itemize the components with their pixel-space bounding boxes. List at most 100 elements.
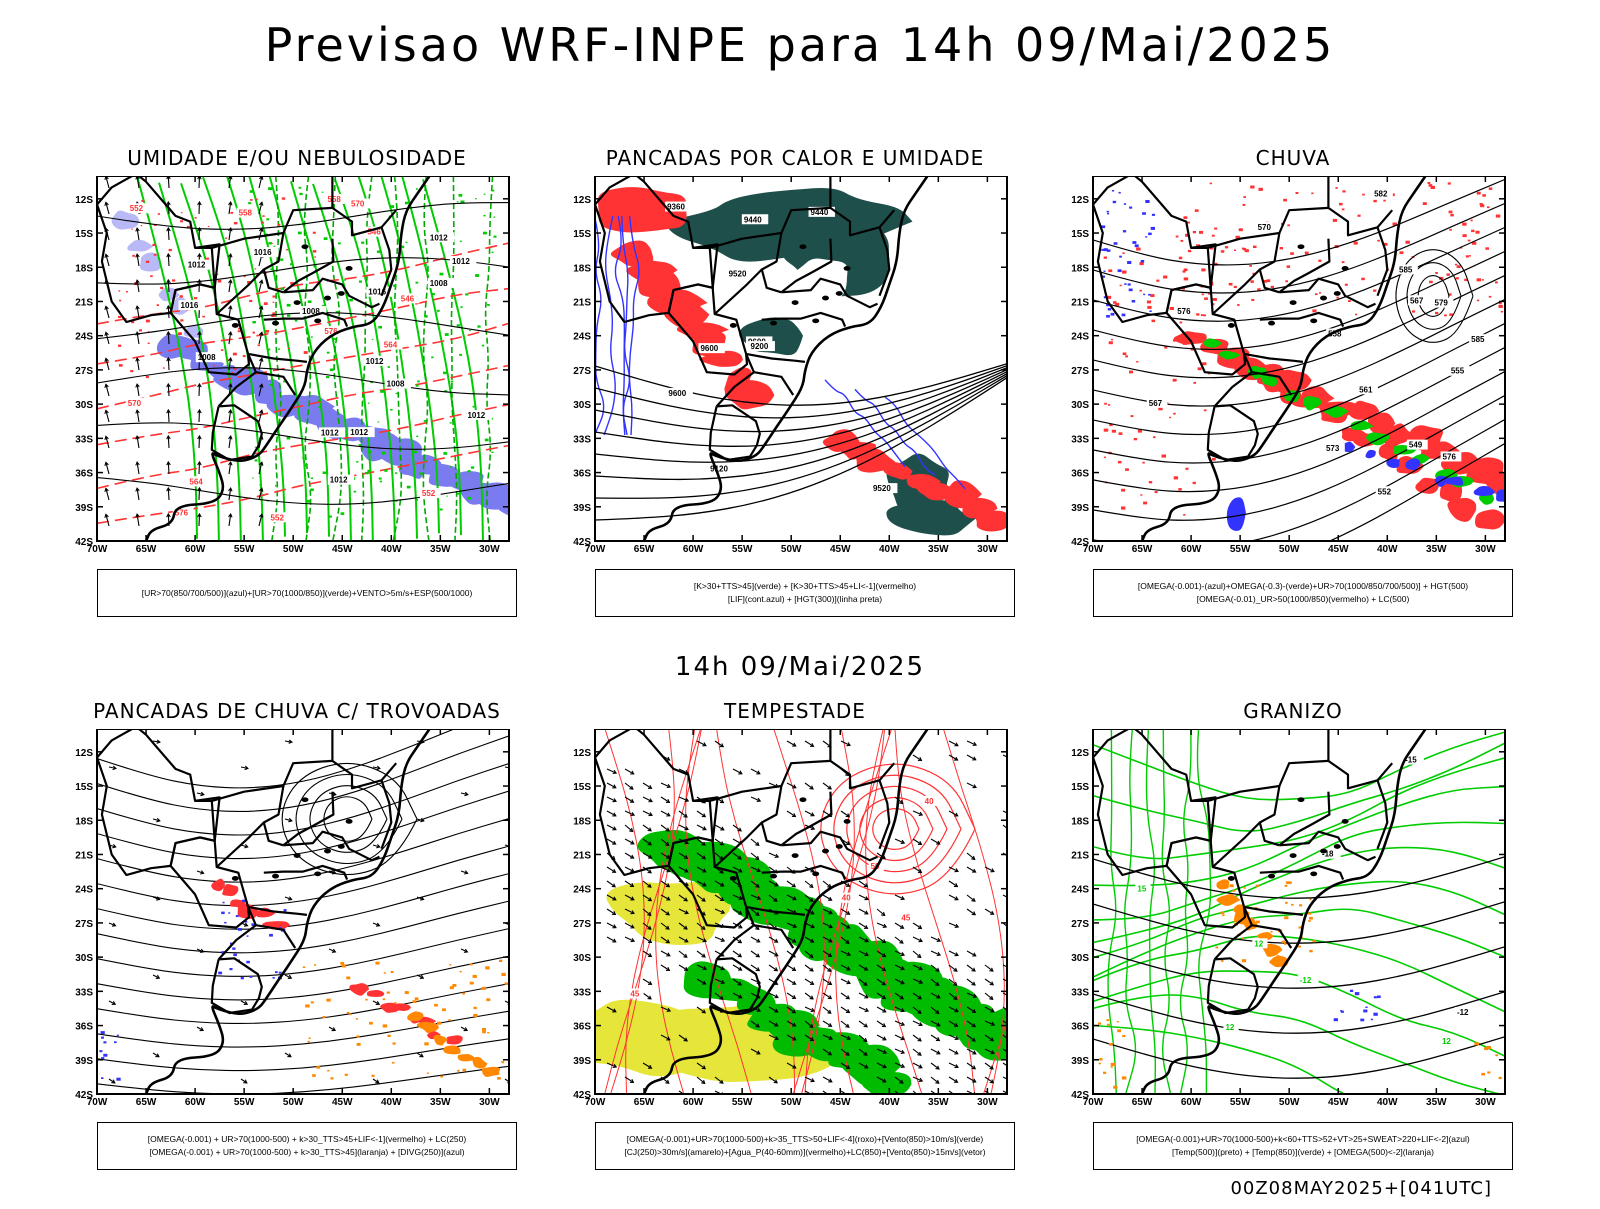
lat-tick-label: 33S — [573, 434, 591, 445]
rain-speckle-red — [1131, 415, 1134, 417]
contour-label-green: 12 — [1225, 1023, 1234, 1032]
lat-tick-label: 15S — [573, 782, 591, 793]
lake — [314, 318, 321, 323]
rain-speckle-blue — [1149, 310, 1151, 312]
omega500-speckle-orange — [1098, 1023, 1101, 1025]
thickness-speckle-red — [250, 199, 253, 201]
rain-speckle-red — [1104, 257, 1107, 259]
omega500-speckle-orange — [1487, 1046, 1492, 1049]
rain-speckle-blue — [1135, 244, 1139, 247]
lake — [1334, 291, 1341, 296]
thunder-speckle-orange — [375, 962, 379, 965]
wind-speckle-green — [488, 262, 490, 263]
thickness-speckle-red — [160, 287, 163, 289]
rain-speckle-red — [1354, 242, 1358, 245]
thickness-speckle-red — [261, 222, 264, 224]
wind-speckle-green — [393, 285, 396, 287]
lat-tick-label: 30S — [1071, 953, 1089, 964]
wind-speckle-green — [471, 466, 474, 468]
thickness-speckle-red — [286, 249, 288, 250]
rain-speckle-blue — [1107, 211, 1109, 213]
thickness-speckle-red — [221, 349, 223, 351]
wind850-vector-head — [1008, 995, 1012, 998]
lat-tick-label: 30S — [1071, 400, 1089, 411]
rain-speckle-red — [1212, 235, 1215, 237]
thickness-speckle-red — [119, 300, 121, 302]
lon-tick-label: 45W — [1328, 544, 1349, 555]
hail-speckle-blue — [1377, 996, 1381, 999]
contour-label: 576 — [1177, 307, 1191, 316]
rain-speckle-blue — [1145, 236, 1147, 237]
rain-speckle-red — [1156, 280, 1159, 282]
rain-speckle-red — [1129, 371, 1133, 374]
contour-label-red: 552 — [271, 513, 285, 522]
rain-speckle-red — [1121, 507, 1125, 510]
rain-speckle-blue — [1122, 314, 1126, 317]
lat-tick-label: 12S — [573, 748, 591, 759]
lon-tick-label: 60W — [683, 1097, 704, 1108]
thickness-speckle-red — [141, 200, 144, 202]
rain-speckle-blue — [1128, 283, 1131, 285]
thunder-speckle-orange — [346, 977, 350, 980]
rain-speckle-red — [1485, 247, 1489, 250]
omega500-speckle-orange — [1256, 885, 1259, 887]
lat-tick-label: 36S — [1071, 1022, 1089, 1033]
rain-speckle-red — [1305, 252, 1309, 255]
lake — [1228, 323, 1235, 328]
wind-speckle-green — [268, 242, 271, 244]
rain-speckle-red — [1125, 468, 1129, 471]
lake — [792, 853, 799, 858]
lon-tick-label: 30W — [977, 544, 998, 555]
thickness-speckle-red — [208, 226, 210, 227]
thickness-speckle-red — [132, 255, 135, 257]
run-info: 00Z08MAY2025+[041UTC] — [1230, 1178, 1492, 1199]
contour-label: 549 — [1409, 441, 1423, 450]
rain-speckle-red — [1234, 286, 1237, 288]
wind-speckle-green — [467, 497, 471, 500]
thunder-speckle-orange — [460, 971, 462, 973]
contour-label-red: 45 — [901, 913, 910, 922]
rain-speckle-red — [1345, 284, 1348, 286]
contour-label: 1012 — [430, 233, 448, 242]
omega500-speckle-orange — [1256, 921, 1260, 924]
rain-speckle-red — [1185, 468, 1188, 470]
rain-speckle-red — [1140, 290, 1142, 292]
thickness-speckle-red — [195, 217, 197, 219]
lon-tick-label: 55W — [234, 544, 255, 555]
thunder-speckle-orange — [499, 960, 502, 962]
rain-speckle-red — [1202, 294, 1205, 296]
divergence-speckle-blue — [273, 977, 275, 979]
wind-speckle-green — [327, 352, 330, 354]
lon-tick-label: 45W — [830, 544, 851, 555]
rain-speckle-red — [1104, 403, 1107, 405]
lon-tick-label: 35W — [928, 1097, 949, 1108]
thickness-speckle-red — [180, 220, 183, 222]
mid-title: 14h 09/Mai/2025 — [0, 652, 1600, 682]
thickness-speckle-red — [118, 316, 121, 318]
rain-speckle-red — [1249, 265, 1252, 267]
wind-speckle-green — [299, 193, 302, 195]
lat-tick-label: 33S — [1071, 434, 1089, 445]
rain-speckle-red — [1213, 298, 1217, 301]
rain-speckle-red — [1296, 192, 1299, 194]
omega500-speckle-orange — [1291, 904, 1294, 906]
wind-speckle-green — [487, 304, 490, 306]
wind-speckle-green — [349, 299, 353, 302]
thickness-speckle-red — [277, 224, 280, 226]
lon-tick-label: 70W — [87, 1097, 108, 1108]
thunder-speckle-orange — [356, 1036, 359, 1038]
contour-label-red: 40 — [842, 894, 851, 903]
thickness-speckle-red — [265, 330, 269, 333]
thunder-speckle-orange — [470, 982, 474, 985]
contour-label: 1016 — [254, 248, 272, 257]
lake — [346, 819, 353, 824]
contour-label: 1012 — [188, 261, 206, 270]
rain-speckle-red — [1112, 430, 1116, 433]
contour-label: 9520 — [729, 269, 747, 278]
contour-label: 1012 — [321, 428, 339, 437]
rain-speckle-red — [1125, 355, 1128, 357]
contour-label: 579 — [1435, 299, 1449, 308]
hail-speckle-blue — [1373, 1013, 1377, 1016]
contour-label-green: 12 — [1442, 1037, 1451, 1046]
thickness-speckle-red — [146, 376, 149, 378]
